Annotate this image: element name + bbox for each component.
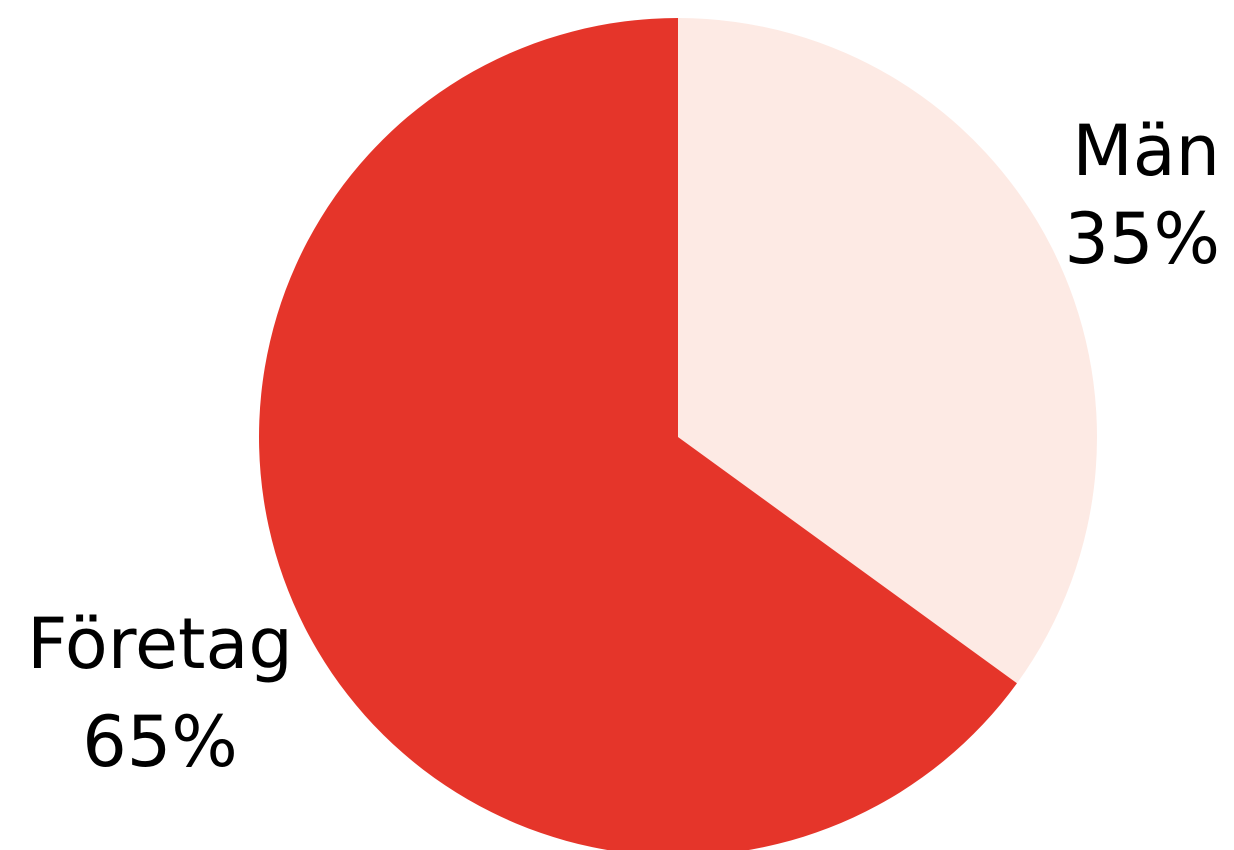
slice-label-man: Män (1072, 110, 1220, 192)
pie-slice-1 (259, 18, 1017, 850)
pie-slice-0 (678, 18, 1098, 684)
slice-label-foretag: Företag (27, 603, 293, 685)
slice-value-man: 35% (1064, 198, 1220, 280)
pie-slices (259, 18, 1098, 850)
slice-value-foretag: 65% (82, 701, 238, 783)
